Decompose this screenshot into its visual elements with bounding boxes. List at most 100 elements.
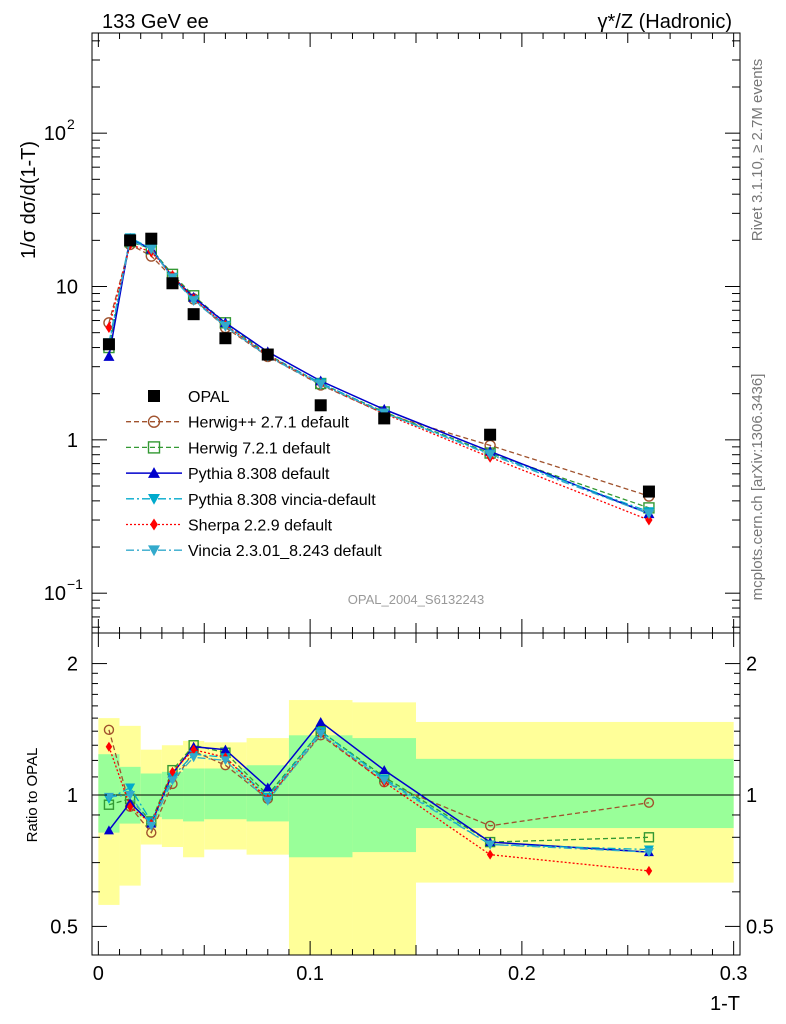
data-point — [124, 234, 137, 247]
series-line — [108, 243, 650, 497]
x-axis-label: 1-T — [710, 993, 740, 1015]
legend-label: Sherpa 2.2.9 default — [188, 518, 333, 535]
ratio-y-tick-label-right: 1 — [746, 785, 757, 807]
legend-label: Herwig++ 2.7.1 default — [188, 415, 350, 432]
data-point — [643, 509, 655, 520]
ratio-point — [146, 821, 157, 831]
ratio-y-axis-label: Ratio to OPAL — [24, 748, 41, 843]
legend-entry: Sherpa 2.2.9 default — [126, 518, 333, 535]
legend-label: Pythia 8.308 default — [188, 466, 330, 483]
data-point — [166, 277, 179, 290]
x-tick-label: 0.3 — [720, 963, 748, 985]
ratio-point — [485, 840, 496, 850]
inner-band-bin — [416, 758, 734, 829]
data-point — [219, 332, 232, 345]
data-point — [484, 450, 496, 461]
ratio-point — [167, 776, 178, 786]
legend-entry: Vincia 2.3.01_8.243 default — [126, 543, 382, 560]
data-point — [103, 350, 115, 361]
legend-label: Vincia 2.3.01_8.243 default — [188, 543, 382, 560]
ratio-point — [315, 716, 326, 726]
header-left-title: 133 GeV ee — [102, 11, 209, 33]
inner-band-bin — [288, 735, 353, 858]
legend-marker — [147, 415, 161, 428]
legend-marker — [148, 545, 160, 557]
series-pythia-8-308-vincia-default — [103, 233, 655, 518]
inner-band-bin — [204, 768, 247, 820]
ratio-point — [169, 766, 176, 777]
mcplots-source-label: mcplots.cern.ch [arXiv:1306.3436] — [749, 374, 766, 601]
legend-marker — [147, 441, 161, 454]
x-tick-label: 0.2 — [508, 963, 536, 985]
legend-entry: OPAL — [148, 389, 230, 406]
ratio-y-tick-label: 1 — [67, 785, 78, 807]
data-point — [105, 322, 113, 334]
legend-marker — [148, 494, 160, 505]
data-point — [219, 321, 231, 332]
ratio-point — [645, 865, 653, 876]
main-series-group — [102, 232, 655, 526]
ratio-point — [103, 825, 114, 835]
data-point — [645, 514, 653, 526]
ratio-point — [188, 753, 199, 763]
legend-entry: Herwig 7.2.1 default — [126, 440, 331, 457]
legend-entry: Herwig++ 2.7.1 default — [126, 415, 350, 432]
legend-entry: Pythia 8.308 default — [126, 466, 330, 483]
ratio-point — [125, 783, 136, 793]
data-point — [378, 412, 391, 425]
series-opal — [102, 232, 655, 498]
ratio-point — [105, 741, 113, 752]
ratio-y-tick-label: 0.5 — [50, 916, 78, 938]
data-point — [188, 296, 200, 307]
ratio-point — [486, 849, 494, 860]
main-y-axis-label: 1/σ dσ/d(1-T) — [18, 141, 40, 259]
y-tick-label: 1 — [67, 430, 78, 452]
legend-marker — [150, 518, 158, 531]
y-tick-exponent: 2 — [67, 116, 75, 132]
ratio-line — [108, 730, 649, 843]
data-point — [187, 308, 200, 321]
legend: OPAL Herwig++ 2.7.1 default Herwig 7.2.1 d… — [126, 389, 382, 560]
x-tick-label: 0.1 — [296, 963, 324, 985]
series-vincia-2-3-01-8-243-default — [103, 235, 655, 520]
data-point — [145, 244, 157, 255]
data-point — [314, 399, 327, 412]
data-point — [145, 232, 158, 245]
ratio-point — [190, 744, 197, 755]
legend-label: OPAL — [188, 389, 230, 406]
ratio-point — [262, 782, 273, 792]
data-point — [261, 348, 274, 361]
y-tick-exponent: −1 — [67, 576, 83, 592]
ratio-point — [379, 765, 390, 775]
series-pythia-8-308-default — [103, 232, 655, 519]
ratio-point — [379, 776, 390, 786]
ratio-point — [220, 744, 231, 754]
ratio-point — [103, 724, 115, 736]
ratio-point — [643, 797, 655, 808]
ratio-y-tick-label: 2 — [67, 654, 78, 676]
ratio-point — [125, 790, 136, 800]
ratio-y-tick-label-right: 0.5 — [746, 916, 774, 938]
data-point — [484, 428, 497, 441]
ratio-point — [126, 801, 134, 812]
data-point — [642, 485, 655, 498]
ratio-series-group — [103, 716, 655, 876]
rivet-version-label: Rivet 3.1.10, ≥ 2.7M events — [749, 59, 766, 242]
ratio-point — [643, 848, 654, 858]
legend-marker — [148, 467, 160, 478]
legend-label: Herwig 7.2.1 default — [188, 440, 331, 457]
y-tick-label: 10 — [56, 277, 78, 299]
legend-marker — [148, 390, 160, 402]
ratio-point — [315, 729, 326, 739]
legend-entry: Pythia 8.308 vincia-default — [126, 492, 376, 509]
analysis-watermark: OPAL_2004_S6132243 — [348, 592, 484, 607]
ratio-point — [262, 796, 273, 806]
x-tick-label: 0 — [93, 963, 104, 985]
header-right-title: γ*/Z (Hadronic) — [598, 11, 732, 33]
ratio-point — [643, 832, 655, 843]
y-tick-label: 10 — [44, 123, 66, 145]
ratio-y-tick-label-right: 2 — [746, 654, 757, 676]
series-herwig-2-7-1-default — [103, 238, 655, 502]
